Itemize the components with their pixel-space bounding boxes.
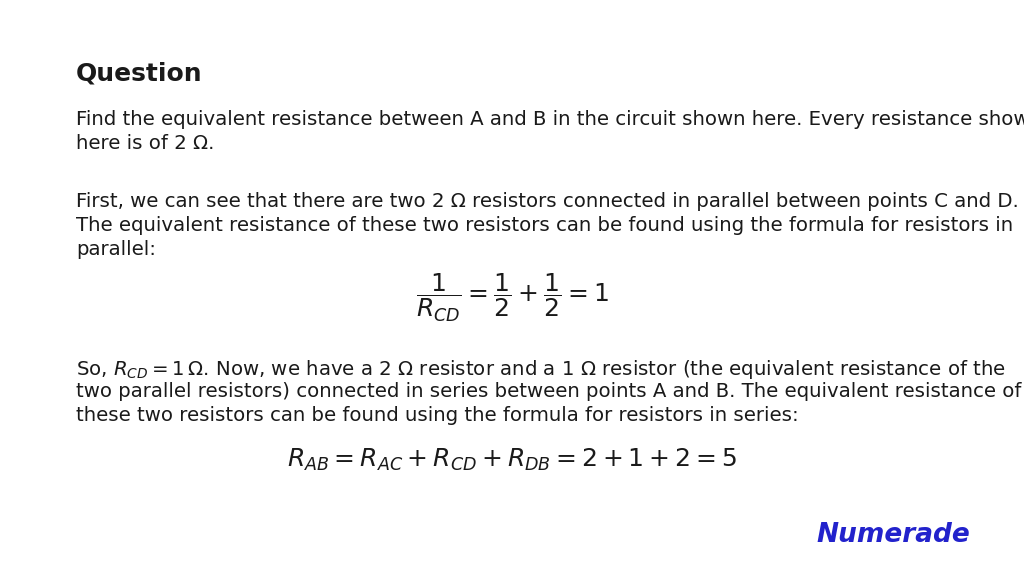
Text: $R_{AB} = R_{AC} + R_{CD} + R_{DB} = 2 + 1 + 2 = 5$: $R_{AB} = R_{AC} + R_{CD} + R_{DB} = 2 +… bbox=[287, 447, 737, 473]
Text: two parallel resistors) connected in series between points A and B. The equivale: two parallel resistors) connected in ser… bbox=[76, 382, 1021, 401]
Text: So, $R_{CD} = 1\,\Omega$. Now, we have a 2 $\Omega$ resistor and a 1 $\Omega$ re: So, $R_{CD} = 1\,\Omega$. Now, we have a… bbox=[76, 358, 1006, 381]
Text: Question: Question bbox=[76, 62, 203, 86]
Text: First, we can see that there are two 2 Ω resistors connected in parallel between: First, we can see that there are two 2 Ω… bbox=[76, 192, 1019, 211]
Text: Find the equivalent resistance between A and B in the circuit shown here. Every : Find the equivalent resistance between A… bbox=[76, 110, 1024, 129]
Text: Numerade: Numerade bbox=[816, 522, 970, 548]
Text: here is of 2 Ω.: here is of 2 Ω. bbox=[76, 134, 214, 153]
Text: The equivalent resistance of these two resistors can be found using the formula : The equivalent resistance of these two r… bbox=[76, 216, 1013, 235]
Text: parallel:: parallel: bbox=[76, 240, 156, 259]
Text: these two resistors can be found using the formula for resistors in series:: these two resistors can be found using t… bbox=[76, 406, 799, 425]
Text: $\dfrac{1}{R_{CD}} = \dfrac{1}{2} + \dfrac{1}{2} = 1$: $\dfrac{1}{R_{CD}} = \dfrac{1}{2} + \dfr… bbox=[416, 272, 608, 324]
